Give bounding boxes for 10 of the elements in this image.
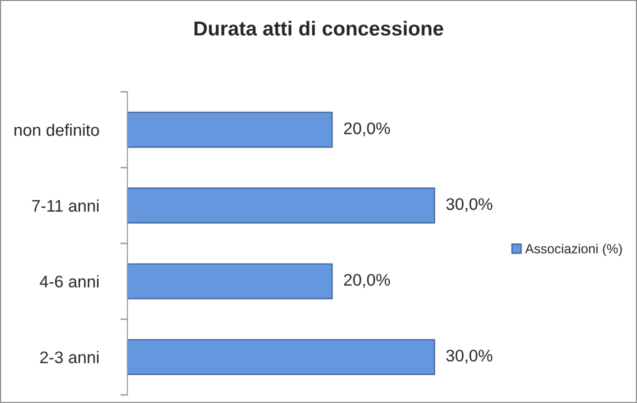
- y-tick-label: 2-3 anni: [40, 351, 99, 364]
- y-tick-label: 7-11 anni: [32, 199, 99, 212]
- legend-label: Associazioni (%): [525, 244, 622, 256]
- y-tick-label: non definito: [14, 124, 99, 136]
- data-label: 30,0%: [446, 198, 492, 212]
- chart-title: Durata atti di concessione: [194, 20, 444, 36]
- data-label: 20,0%: [344, 122, 390, 136]
- data-label: 20,0%: [344, 274, 390, 288]
- data-label: 30,0%: [446, 350, 492, 364]
- y-tick-label: 4-6 anni: [40, 275, 99, 288]
